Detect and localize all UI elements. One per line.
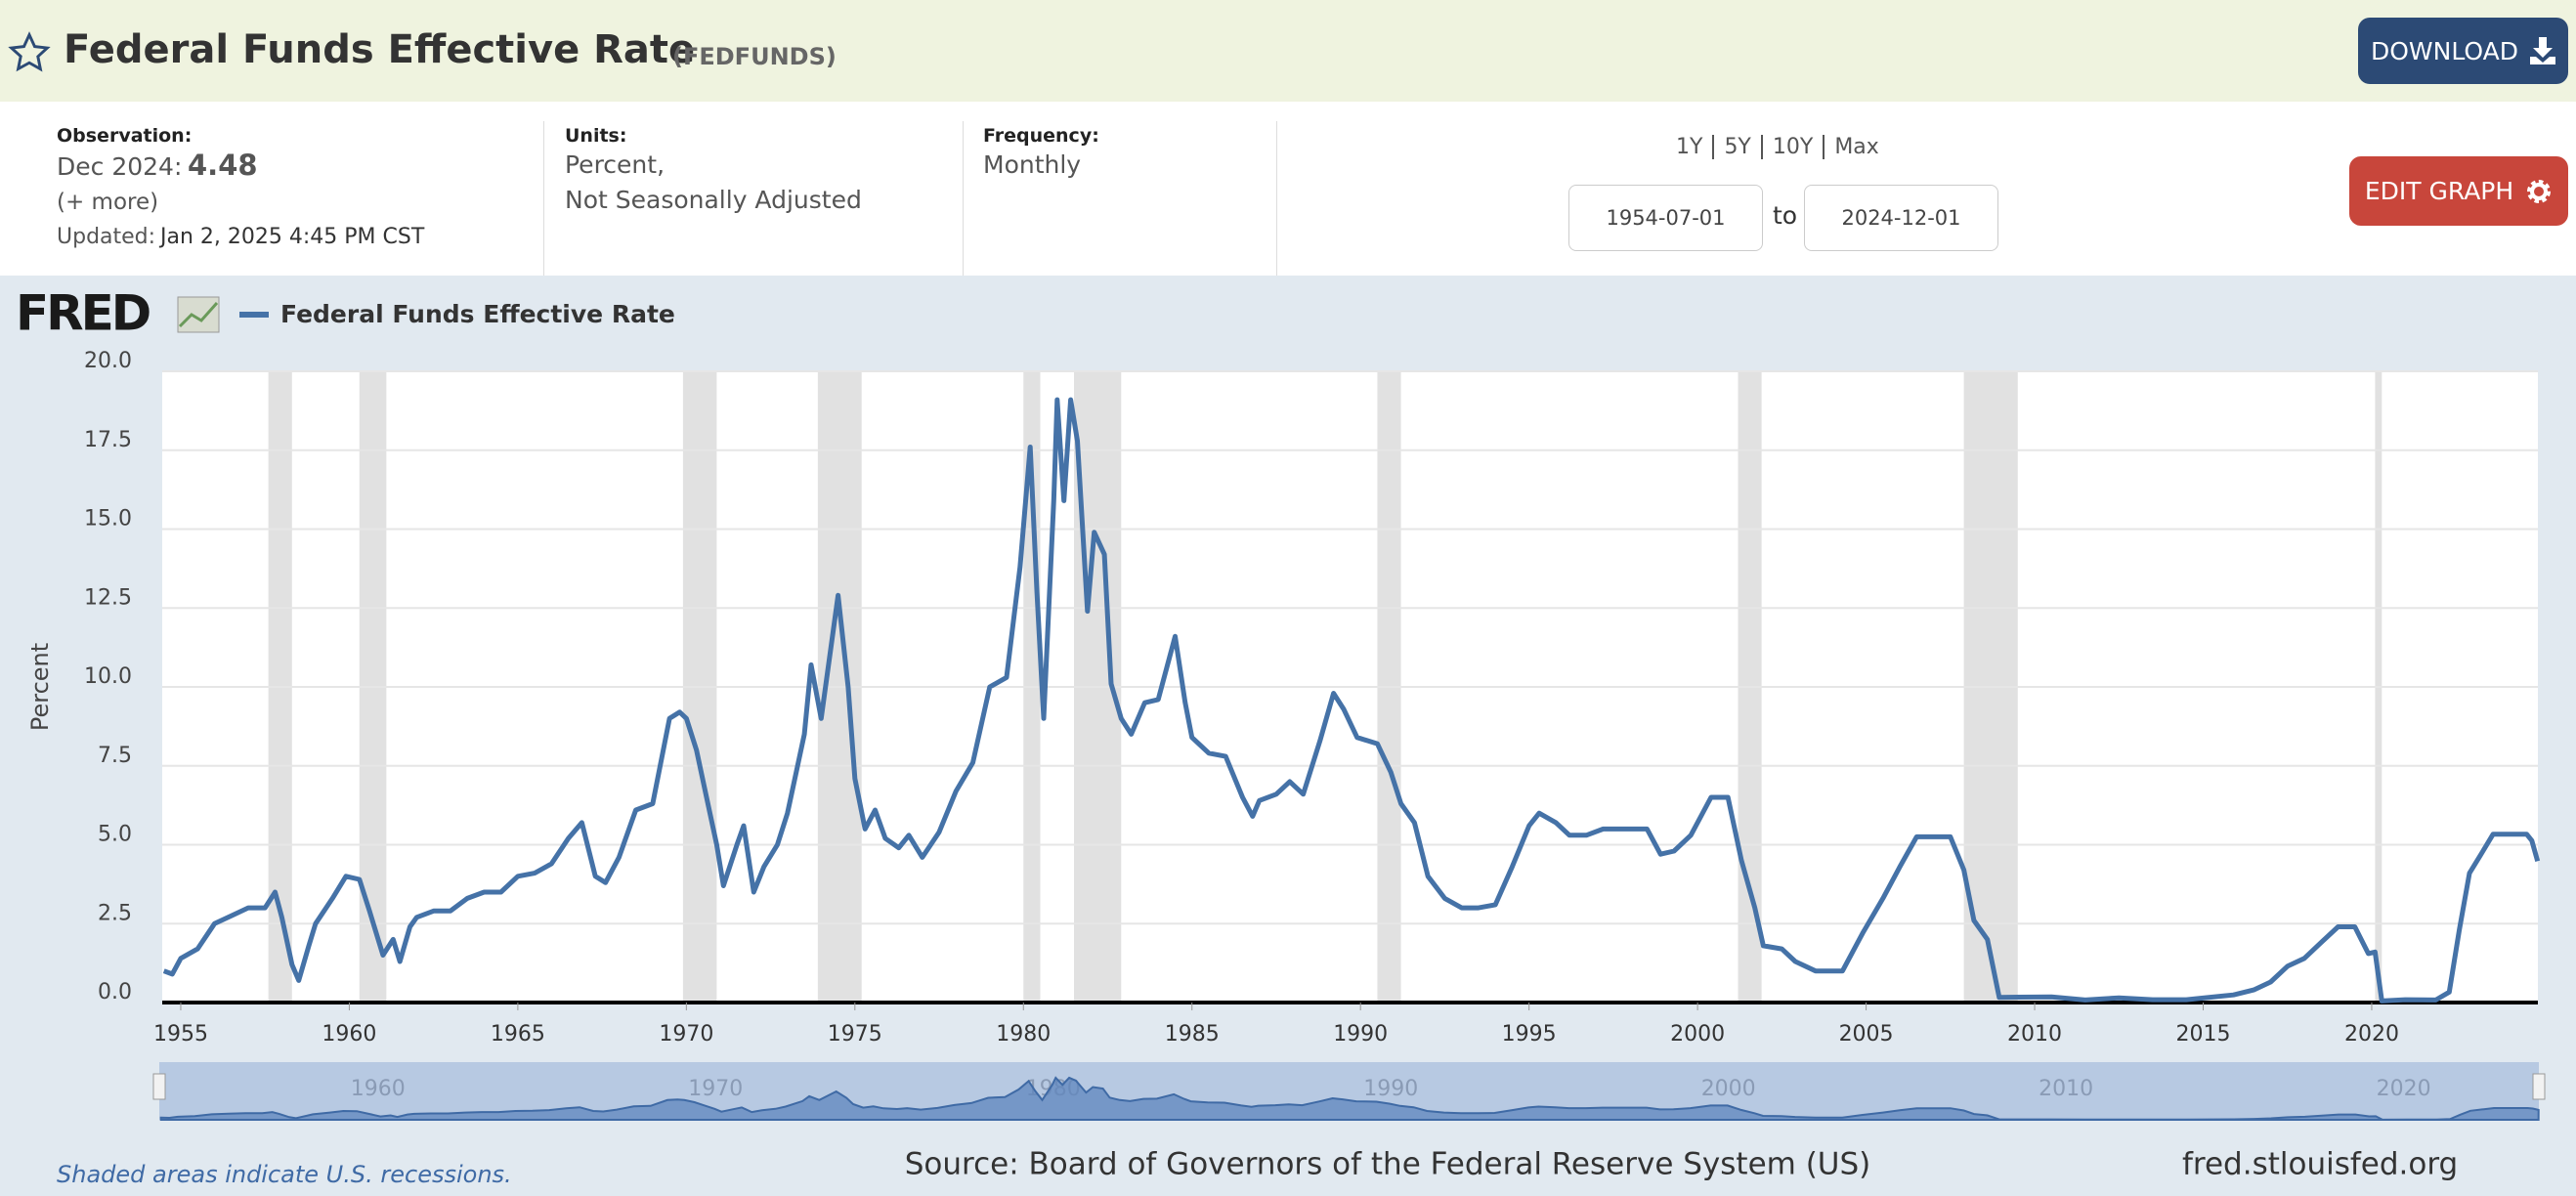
y-tick-label: 2.5 — [98, 901, 132, 925]
separator — [543, 121, 544, 276]
y-tick-label: 15.0 — [84, 507, 132, 532]
download-button[interactable]: DOWNLOAD — [2358, 18, 2568, 84]
navigator-tick-label: 2010 — [2039, 1077, 2093, 1101]
x-tick-label: 1955 — [153, 1022, 208, 1046]
x-tick-label: 2020 — [2344, 1022, 2399, 1046]
y-axis-label: Percent — [26, 643, 54, 731]
navigator-tick-label: 1990 — [1363, 1077, 1418, 1101]
logo: FRED — [16, 285, 150, 342]
footer-site: fred.stlouisfed.org — [2182, 1147, 2458, 1182]
x-tick-label: 2015 — [2175, 1022, 2230, 1046]
navigator-tick-label: 2000 — [1701, 1077, 1756, 1101]
y-tick-label: 5.0 — [98, 823, 132, 847]
edit-graph-button[interactable]: EDIT GRAPH — [2349, 156, 2568, 226]
observation-label: Observation: — [57, 125, 193, 147]
end-date-input[interactable]: 2024-12-01 — [1804, 185, 1998, 251]
footer-source: Source: Board of Governors of the Federa… — [905, 1147, 1871, 1182]
separator — [963, 121, 964, 276]
y-tick-label: 17.5 — [84, 428, 132, 452]
x-tick-label: 2000 — [1670, 1022, 1725, 1046]
navigator-handle[interactable] — [152, 1073, 166, 1100]
x-tick-label: 1980 — [996, 1022, 1051, 1046]
range-link[interactable]: 5Y — [1712, 135, 1760, 159]
navigator-tick-label: 1960 — [351, 1077, 406, 1101]
chart: FRED 0.0 2.5 5.0 7.5 10.0 12.5 15.0 17.5 20.0 195… — [0, 276, 2576, 1196]
range-link[interactable]: Max — [1823, 135, 1888, 159]
to-label: to — [1773, 201, 1798, 230]
y-tick-label: 20.0 — [84, 349, 132, 373]
x-tick-label: 2005 — [1839, 1022, 1894, 1046]
observation-date: Dec 2024: — [57, 152, 183, 181]
y-tick-label: 0.0 — [98, 980, 132, 1004]
legend-label: Federal Funds Effective Rate — [280, 300, 675, 328]
x-tick-label: 1990 — [1333, 1022, 1388, 1046]
units: Not Seasonally Adjusted — [565, 186, 862, 214]
separator — [1276, 121, 1277, 276]
series-id: (FEDFUNDS) — [672, 43, 837, 70]
x-tick-label: 1985 — [1165, 1022, 1220, 1046]
observation-value: 4.48 — [188, 149, 258, 182]
x-tick-label: 1995 — [1502, 1022, 1557, 1046]
x-tick-label: 1965 — [491, 1022, 545, 1046]
x-tick-label: 2010 — [2007, 1022, 2062, 1046]
units-label: Units: — [565, 125, 627, 147]
y-tick-label: 10.0 — [84, 664, 132, 689]
y-tick-label: 12.5 — [84, 585, 132, 610]
logo-icon — [177, 296, 220, 333]
download-label: DOWNLOAD — [2371, 36, 2518, 65]
x-tick-label: 1975 — [828, 1022, 882, 1046]
units: Percent, — [565, 150, 665, 179]
frequency: Monthly — [983, 150, 1082, 179]
range-links: 1Y 5Y 10Y Max — [1666, 135, 1889, 159]
updated: Jan 2, 2025 4:45 PM CST — [160, 225, 425, 249]
navigator-tick-label: 2020 — [2377, 1077, 2431, 1101]
title: Federal Funds Effective Rate — [64, 27, 696, 72]
footer-note: Shaded areas indicate U.S. recessions. — [57, 1161, 512, 1188]
navigator-handle[interactable] — [2532, 1073, 2546, 1100]
header: Federal Funds Effective Rate (FEDFUNDS) … — [0, 0, 2576, 102]
range-link[interactable]: 1Y — [1676, 135, 1703, 159]
download-icon — [2529, 37, 2555, 64]
info-bar: Observation: Dec 2024: 4.48 (+ more) Upd… — [0, 102, 2576, 276]
updated-label: Updated: — [57, 225, 156, 249]
range-link[interactable]: 10Y — [1760, 135, 1823, 159]
gear-icon — [2527, 179, 2552, 203]
data-line — [162, 397, 2541, 1004]
navigator-tick-label: 1970 — [688, 1077, 743, 1101]
x-tick-label: 1970 — [659, 1022, 713, 1046]
more-link[interactable]: (+ more) — [57, 190, 159, 215]
start-date-input[interactable]: 1954-07-01 — [1568, 185, 1763, 251]
edit-graph-label: EDIT GRAPH — [2364, 177, 2514, 205]
navigator-area — [159, 1076, 2540, 1121]
y-tick-label: 7.5 — [98, 744, 132, 768]
frequency-label: Frequency: — [983, 125, 1099, 147]
star-icon[interactable] — [8, 31, 51, 74]
x-tick-label: 1960 — [322, 1022, 376, 1046]
